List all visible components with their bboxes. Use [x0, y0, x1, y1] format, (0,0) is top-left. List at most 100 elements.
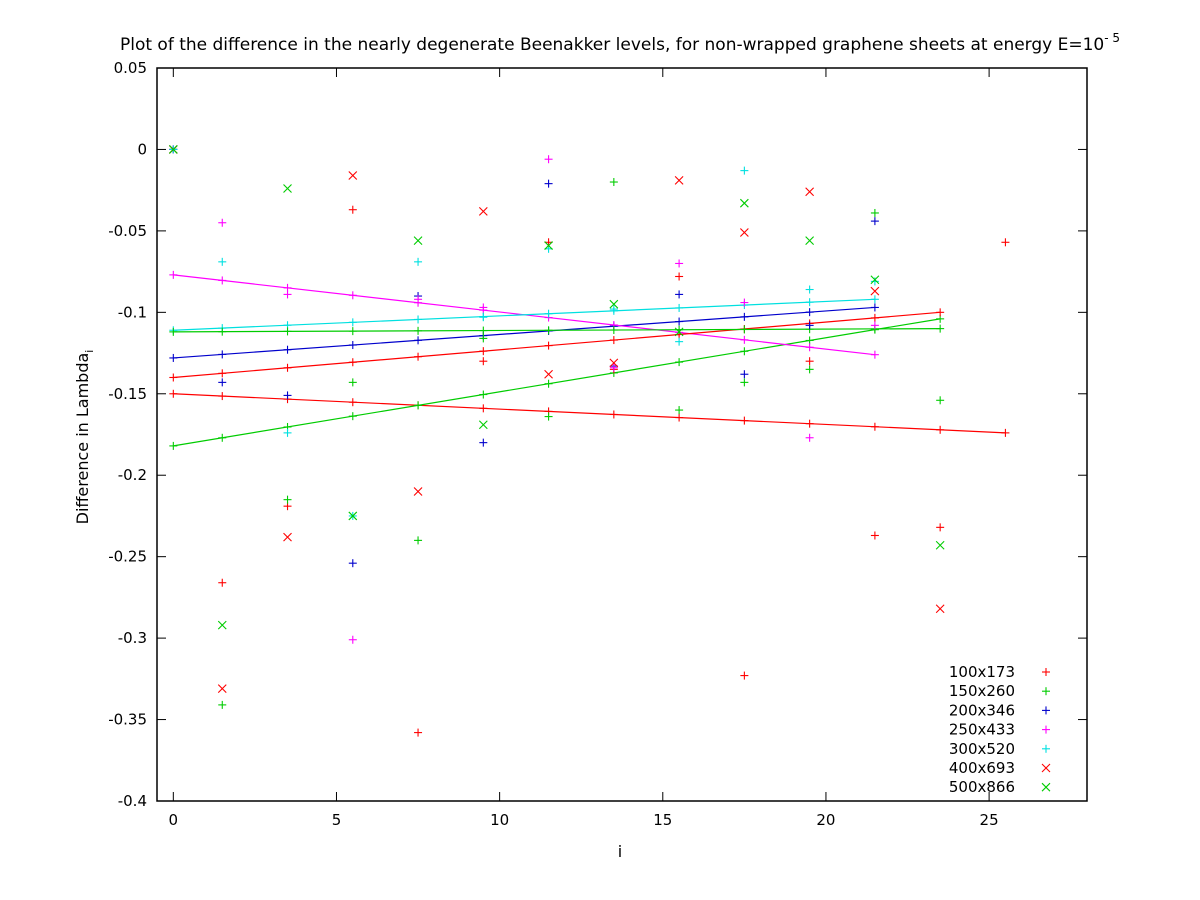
- y-tick-label: -0.2: [118, 466, 147, 484]
- fit-point-100x173: [479, 404, 488, 413]
- data-point-100x173: [348, 205, 357, 214]
- y-tick-label: -0.1: [118, 303, 147, 321]
- data-point-250x433: [218, 218, 227, 227]
- data-point-500x866: [609, 299, 619, 309]
- fit-point-400x693: [218, 369, 227, 378]
- chart-title-main: Plot of the difference in the nearly deg…: [120, 35, 1104, 55]
- data-point-500x866: [168, 145, 178, 154]
- data-point-150x260: [870, 208, 879, 217]
- fit-point-200x346: [348, 341, 357, 350]
- fit-point-400x693: [348, 358, 357, 367]
- data-point-150x260: [544, 412, 553, 421]
- fit-point-100x173: [805, 419, 814, 428]
- fit-point-400x693: [870, 313, 879, 322]
- fit-point-100x173: [169, 389, 178, 398]
- data-point-150x260: [936, 396, 945, 405]
- data-point-500x866: [739, 198, 749, 208]
- fit-point-150x260: [479, 390, 488, 399]
- data-point-300x520: [740, 166, 749, 175]
- fit-point-150x260: [348, 412, 357, 421]
- x-tick-labels: 0 5 10 15 20 25: [169, 811, 999, 829]
- fit-point-300x520: [805, 298, 814, 307]
- legend-label-200x346: 200x346: [949, 701, 1015, 719]
- data-point-500x866: [674, 327, 684, 337]
- fit-point-100x173: [675, 413, 684, 422]
- plot-frame: [156, 67, 1088, 802]
- series-500x866: [168, 145, 945, 630]
- data-point-500x866: [805, 236, 815, 246]
- fit-lines: [169, 270, 1010, 450]
- data-point-200x346: [675, 290, 684, 299]
- fit-point-250x433: [169, 270, 178, 279]
- data-point-250x433: [805, 433, 814, 442]
- data-point-150x260: [414, 536, 423, 545]
- data-point-400x693: [478, 206, 488, 216]
- fit-point-200x346: [740, 312, 749, 321]
- fit-point-200x346: [283, 345, 292, 354]
- data-point-250x433: [675, 259, 684, 268]
- fit-point-400x693: [609, 336, 618, 345]
- data-point-250x433: [348, 635, 357, 644]
- fit-point-400x693: [544, 341, 553, 350]
- fit-point-200x346: [675, 317, 684, 326]
- fit-point-100x173: [870, 422, 879, 431]
- data-point-400x693: [805, 187, 815, 197]
- data-point-400x693: [674, 176, 684, 185]
- data-point-400x693: [739, 228, 749, 237]
- data-point-100x173: [414, 728, 423, 737]
- data-point-400x693: [544, 369, 553, 379]
- data-point-150x260: [609, 178, 618, 187]
- data-point-300x520: [870, 277, 879, 286]
- data-point-100x173: [218, 578, 227, 587]
- legend-marker-200x346: [1042, 706, 1050, 715]
- data-point-500x866: [283, 184, 292, 193]
- data-point-500x866: [217, 620, 227, 630]
- y-tick-label: -0.15: [108, 385, 147, 403]
- fit-point-400x693: [169, 373, 178, 382]
- y-tick-label: -0.3: [118, 629, 147, 647]
- x-tick-label: 10: [490, 811, 509, 829]
- fit-point-250x433: [870, 350, 879, 359]
- fit-point-200x346: [169, 353, 178, 362]
- fit-point-100x173: [218, 392, 227, 401]
- legend-label-400x693: 400x693: [949, 759, 1015, 777]
- data-point-200x346: [805, 321, 814, 330]
- data-point-200x346: [544, 179, 553, 188]
- fit-point-150x260: [544, 379, 553, 388]
- fit-point-500x866: [936, 324, 945, 333]
- fit-point-400x693: [414, 352, 423, 361]
- data-point-300x520: [414, 257, 423, 266]
- fit-point-250x433: [218, 276, 227, 285]
- legend-label-150x260: 150x260: [949, 682, 1015, 700]
- fit-point-500x866: [544, 326, 553, 335]
- legend-label-300x520: 300x520: [949, 740, 1015, 758]
- fit-point-200x346: [414, 336, 423, 345]
- fit-point-300x520: [414, 315, 423, 324]
- x-axis-label: i: [618, 842, 622, 861]
- x-tick-label: 5: [332, 811, 342, 829]
- fit-point-400x693: [479, 347, 488, 356]
- data-point-100x173: [936, 523, 945, 532]
- fit-point-300x520: [675, 303, 684, 312]
- legend-marker-100x173: [1042, 668, 1050, 676]
- y-tick-label: -0.05: [108, 222, 147, 240]
- data-point-150x260: [479, 334, 488, 343]
- fit-point-250x433: [740, 335, 749, 344]
- data-point-250x433: [479, 303, 488, 312]
- data-point-200x346: [479, 438, 488, 447]
- data-point-300x520: [675, 337, 684, 346]
- fit-point-400x693: [283, 363, 292, 372]
- data-point-200x346: [870, 217, 879, 226]
- data-point-150x260: [283, 495, 292, 504]
- data-point-400x693: [935, 604, 945, 614]
- data-points: [168, 145, 1010, 737]
- data-point-400x693: [283, 532, 292, 542]
- data-point-150x260: [805, 365, 814, 374]
- legend-marker-150x260: [1042, 687, 1050, 696]
- fit-point-300x520: [544, 309, 553, 318]
- fit-point-500x866: [414, 326, 423, 335]
- y-axis-label: Difference in Lambdai: [73, 350, 96, 525]
- series-250x433: [169, 145, 879, 644]
- data-point-100x173: [805, 357, 814, 366]
- y-tick-label: -0.25: [108, 548, 147, 566]
